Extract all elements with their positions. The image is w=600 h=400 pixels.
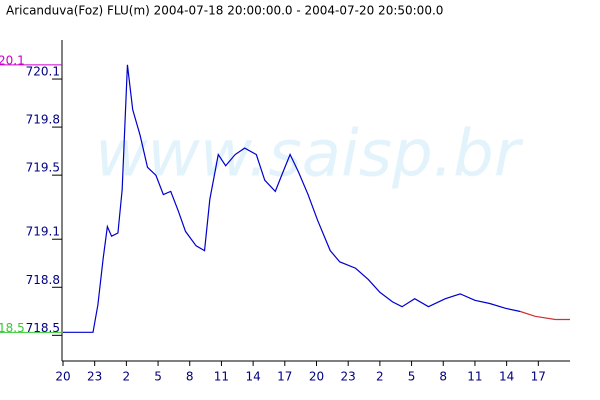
x-tick-label: 23 — [341, 370, 356, 384]
x-tick-label: 20 — [55, 370, 70, 384]
series-line — [520, 310, 570, 321]
y-tick-label: 720.1 — [26, 65, 60, 79]
y-tick-label: 718.5 — [26, 321, 60, 335]
x-tick-label: 2 — [123, 370, 131, 384]
x-tick-label: 20 — [309, 370, 324, 384]
chart-title: Aricanduva(Foz) FLU(m) 2004-07-18 20:00:… — [6, 4, 443, 18]
series-line — [63, 64, 521, 333]
y-tick-label: 718.8 — [26, 273, 60, 287]
x-tick-label: 2 — [376, 370, 384, 384]
x-tick-label: 5 — [154, 370, 162, 384]
watermark: www.saisp.br — [95, 118, 524, 192]
x-tick-label: 11 — [467, 370, 482, 384]
x-tick-label: 8 — [186, 370, 194, 384]
x-tick-label: 11 — [214, 370, 229, 384]
x-tick-label: 14 — [499, 370, 514, 384]
x-tick-label: 17 — [531, 370, 546, 384]
x-tick-label: 5 — [408, 370, 416, 384]
x-tick-label: 14 — [245, 370, 260, 384]
x-tick-label: 23 — [87, 370, 102, 384]
x-tick-label: 17 — [277, 370, 292, 384]
y-tick-label: 719.8 — [26, 113, 60, 127]
min-label: 18.5 — [0, 321, 25, 335]
max-label: 20.1 — [0, 53, 25, 67]
x-tick-label: 8 — [439, 370, 447, 384]
y-tick-label: 719.5 — [26, 161, 60, 175]
y-tick-label: 719.1 — [26, 225, 60, 239]
